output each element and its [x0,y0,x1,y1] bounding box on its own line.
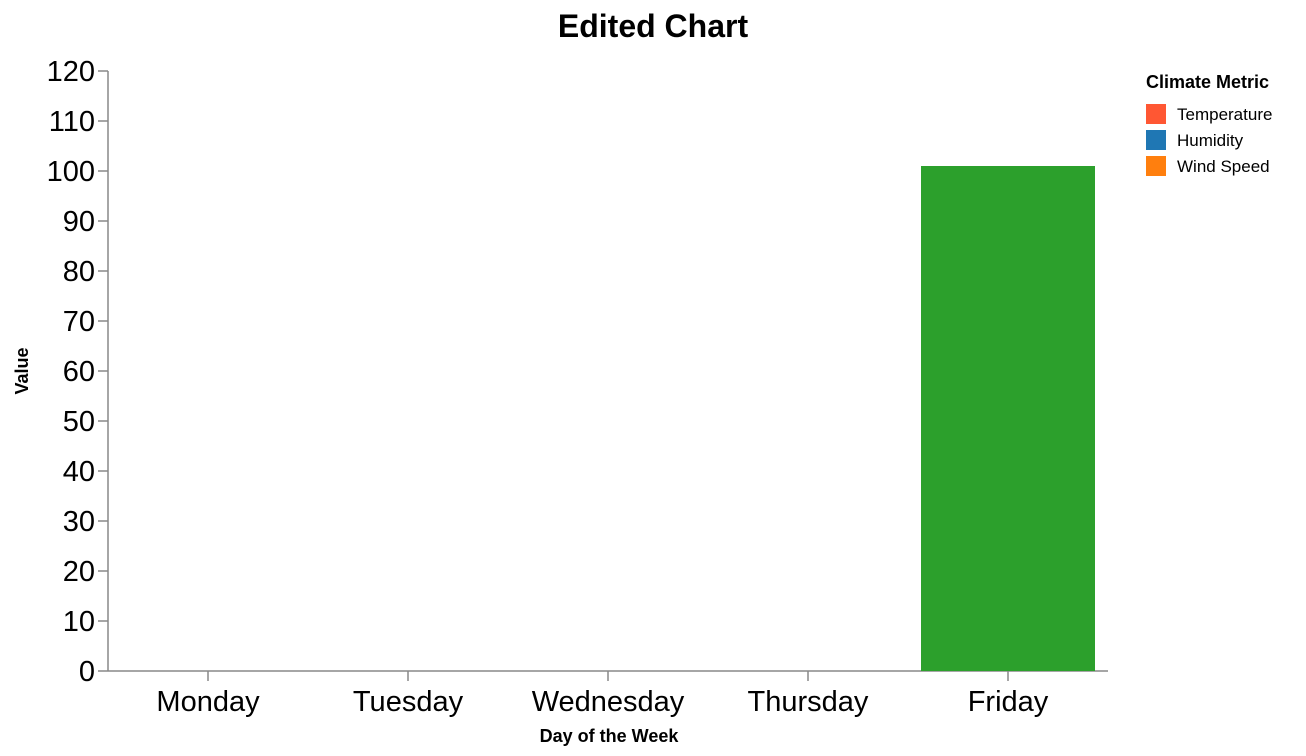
legend-label: Humidity [1177,131,1244,150]
legend-swatch [1146,104,1166,124]
x-tick-label: Thursday [748,686,869,718]
x-tick-label: Monday [156,686,260,718]
y-tick-label: 30 [63,506,95,538]
bars [921,166,1095,671]
y-tick-label: 90 [63,206,95,238]
y-axis: 0 10 20 30 40 50 60 70 80 90 100 110 120 [47,56,109,688]
legend-label: Temperature [1177,105,1272,124]
x-tick-label: Tuesday [353,686,464,718]
y-tick-label: 110 [49,106,95,138]
legend-label: Wind Speed [1177,157,1270,176]
y-tick-label: 40 [63,456,95,488]
legend-swatch [1146,130,1166,150]
legend: Climate Metric Temperature Humidity Wind S… [1146,72,1272,176]
y-tick-label: 10 [63,606,95,638]
legend-swatch [1146,156,1166,176]
y-tick-label: 120 [47,56,95,88]
y-tick-label: 60 [63,356,95,388]
y-tick-label: 50 [63,406,95,438]
x-tick-label: Wednesday [532,686,685,718]
y-tick-label: 70 [63,306,95,338]
bar-friday[interactable] [921,166,1095,671]
x-axis: Monday Tuesday Wednesday Thursday Friday [108,670,1108,718]
x-tick-label: Friday [968,686,1049,718]
y-tick-label: 100 [47,156,95,188]
chart-title: Edited Chart [558,8,749,44]
legend-title: Climate Metric [1146,72,1269,92]
y-tick-label: 0 [79,656,95,688]
y-tick-label: 20 [63,556,95,588]
x-axis-title: Day of the Week [540,726,680,746]
y-tick-label: 80 [63,256,95,288]
y-axis-title: Value [12,347,32,394]
